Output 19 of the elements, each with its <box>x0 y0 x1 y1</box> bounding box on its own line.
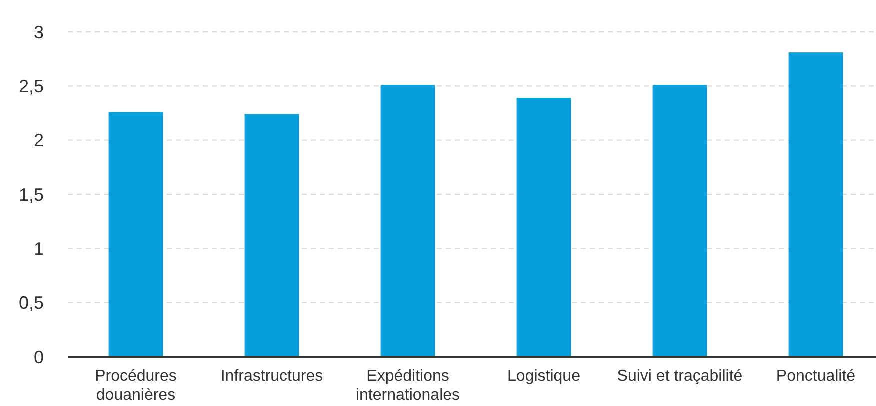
x-tick-label: Infrastructures <box>220 368 324 385</box>
y-tick-label: 1,5 <box>18 184 44 205</box>
bar <box>244 114 300 357</box>
x-tick-label: Procédures douanières <box>95 368 177 404</box>
x-tick-label: Ponctualité <box>776 368 856 385</box>
x-tick-label: Expéditions internationales <box>356 368 460 404</box>
bar <box>108 112 164 357</box>
y-tick-label: 0 <box>34 347 44 368</box>
bar <box>652 85 708 357</box>
y-tick-label: 1 <box>34 238 44 259</box>
bar <box>788 52 844 357</box>
y-tick-label: 0,5 <box>18 293 44 314</box>
y-tick-label: 3 <box>34 22 44 42</box>
y-tick-label: 2 <box>34 130 44 151</box>
x-tick-label: Logistique <box>508 368 581 385</box>
bar <box>380 85 436 357</box>
x-tick-label: Suivi et traçabilité <box>617 368 743 385</box>
bar <box>516 98 572 357</box>
y-tick-label: 2,5 <box>18 76 44 96</box>
